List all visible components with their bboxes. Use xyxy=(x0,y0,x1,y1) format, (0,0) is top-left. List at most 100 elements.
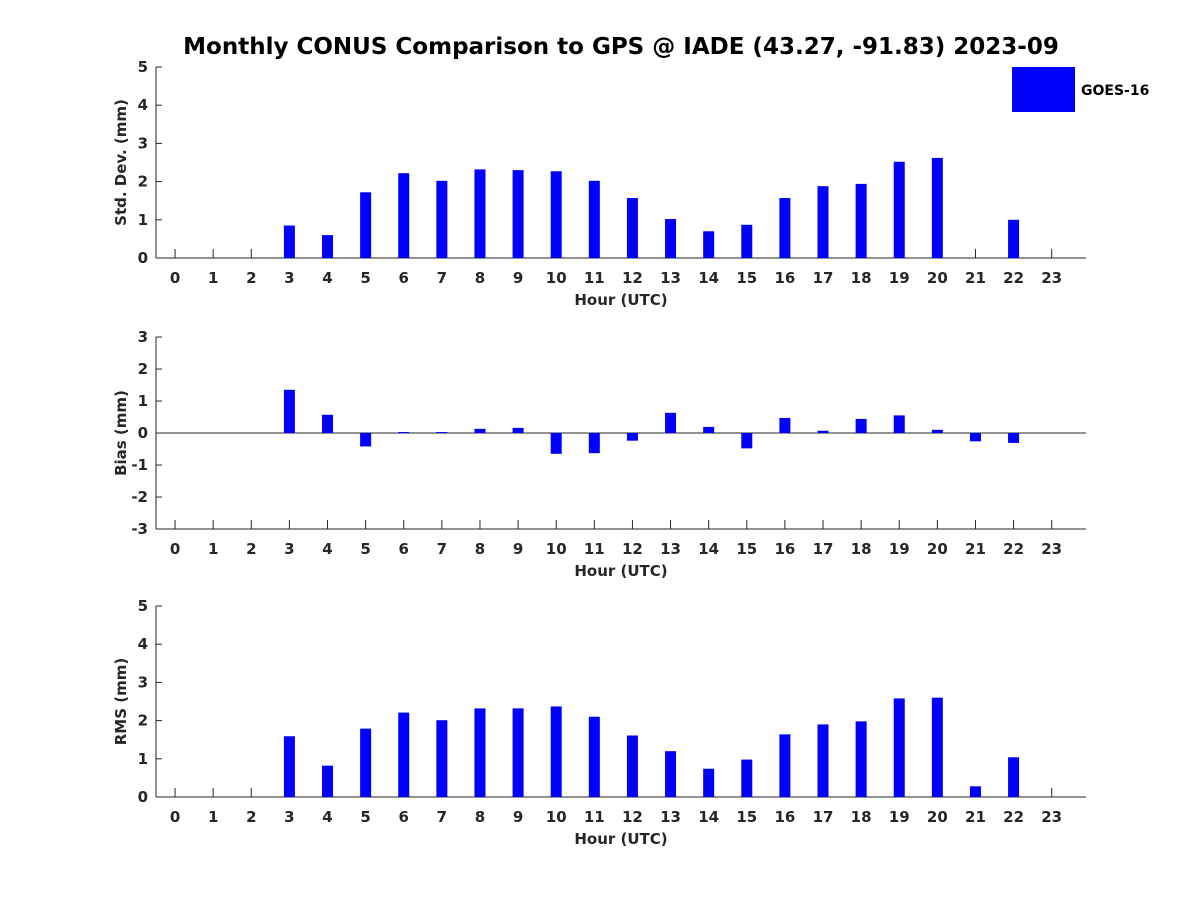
x-tick-label: 22 xyxy=(1003,269,1024,287)
x-tick-label: 14 xyxy=(698,269,719,287)
bar xyxy=(703,231,715,258)
x-tick-label: 21 xyxy=(965,269,986,287)
x-tick-label: 1 xyxy=(208,540,218,558)
y-tick-label: -2 xyxy=(131,488,148,506)
x-tick-label: 7 xyxy=(437,269,447,287)
x-tick-label: 0 xyxy=(170,808,180,826)
bar xyxy=(855,418,867,433)
x-tick-label: 16 xyxy=(774,808,795,826)
bar xyxy=(931,429,943,433)
bar xyxy=(817,724,829,797)
x-tick-label: 0 xyxy=(170,269,180,287)
x-tick-label: 15 xyxy=(736,540,757,558)
x-tick-label: 5 xyxy=(360,269,370,287)
bar xyxy=(893,415,905,433)
y-tick-label: 4 xyxy=(138,96,148,114)
legend: GOES-16 xyxy=(1012,67,1149,112)
x-tick-label: 23 xyxy=(1041,540,1062,558)
x-tick-label: 14 xyxy=(698,540,719,558)
bar xyxy=(360,728,372,797)
y-tick-label: 1 xyxy=(138,750,148,768)
bar xyxy=(322,414,334,433)
bar xyxy=(626,735,638,797)
x-tick-label: 12 xyxy=(622,808,643,826)
bar xyxy=(665,412,677,433)
x-tick-label: 1 xyxy=(208,808,218,826)
x-tick-label: 22 xyxy=(1003,540,1024,558)
bar xyxy=(474,428,486,433)
bar xyxy=(474,169,486,258)
y-tick-label: 2 xyxy=(138,360,148,378)
bar xyxy=(931,697,943,797)
bar xyxy=(322,235,334,258)
x-tick-label: 0 xyxy=(170,540,180,558)
bar xyxy=(588,433,600,454)
x-tick-label: 8 xyxy=(475,808,485,826)
x-tick-label: 3 xyxy=(284,540,294,558)
y-tick-label: -3 xyxy=(131,520,148,538)
bar xyxy=(741,224,753,258)
bar xyxy=(855,721,867,797)
y-tick-label: 3 xyxy=(138,134,148,152)
x-tick-label: 6 xyxy=(399,269,409,287)
x-tick-label: 5 xyxy=(360,808,370,826)
legend-swatch xyxy=(1012,67,1075,112)
x-tick-label: 11 xyxy=(584,540,605,558)
x-tick-label: 19 xyxy=(889,540,910,558)
x-tick-label: 4 xyxy=(322,808,332,826)
bar xyxy=(360,192,372,258)
bar xyxy=(436,180,448,258)
bar xyxy=(931,157,943,258)
bar xyxy=(893,161,905,258)
bar xyxy=(626,433,638,441)
x-tick-label: 13 xyxy=(660,540,681,558)
bar xyxy=(398,712,410,797)
bar xyxy=(588,716,600,797)
x-tick-label: 10 xyxy=(546,269,567,287)
y-tick-label: 3 xyxy=(138,328,148,346)
x-tick-label: 2 xyxy=(246,540,256,558)
x-tick-label: 13 xyxy=(660,269,681,287)
bar xyxy=(283,389,295,433)
x-axis-label: Hour (UTC) xyxy=(574,830,667,848)
bar xyxy=(665,219,677,258)
bar xyxy=(1008,433,1020,443)
x-tick-label: 20 xyxy=(927,808,948,826)
y-tick-label: 0 xyxy=(138,424,148,442)
bar xyxy=(969,786,981,797)
bar xyxy=(1008,757,1020,797)
x-tick-label: 20 xyxy=(927,540,948,558)
x-tick-label: 17 xyxy=(813,269,834,287)
x-tick-label: 16 xyxy=(774,540,795,558)
y-tick-label: 2 xyxy=(138,173,148,191)
bar xyxy=(436,432,448,433)
bar xyxy=(703,426,715,433)
x-tick-label: 13 xyxy=(660,808,681,826)
bar xyxy=(855,183,867,258)
bar xyxy=(436,720,448,797)
bar xyxy=(283,225,295,258)
bar xyxy=(512,427,524,433)
x-tick-label: 19 xyxy=(889,808,910,826)
y-axis-label: Bias (mm) xyxy=(112,390,130,476)
x-tick-label: 17 xyxy=(813,808,834,826)
x-tick-label: 6 xyxy=(399,808,409,826)
y-axis-label: RMS (mm) xyxy=(112,658,130,745)
bar xyxy=(398,432,410,433)
bar xyxy=(512,170,524,258)
x-tick-label: 6 xyxy=(399,540,409,558)
bar xyxy=(550,433,562,454)
x-tick-label: 2 xyxy=(246,808,256,826)
x-tick-label: 17 xyxy=(813,540,834,558)
bar xyxy=(360,433,372,447)
bar xyxy=(741,759,753,797)
x-tick-label: 3 xyxy=(284,269,294,287)
y-tick-label: 0 xyxy=(138,788,148,806)
x-tick-label: 20 xyxy=(927,269,948,287)
y-tick-label: 1 xyxy=(138,211,148,229)
y-tick-label: 2 xyxy=(138,712,148,730)
y-axis-label: Std. Dev. (mm) xyxy=(112,99,130,226)
